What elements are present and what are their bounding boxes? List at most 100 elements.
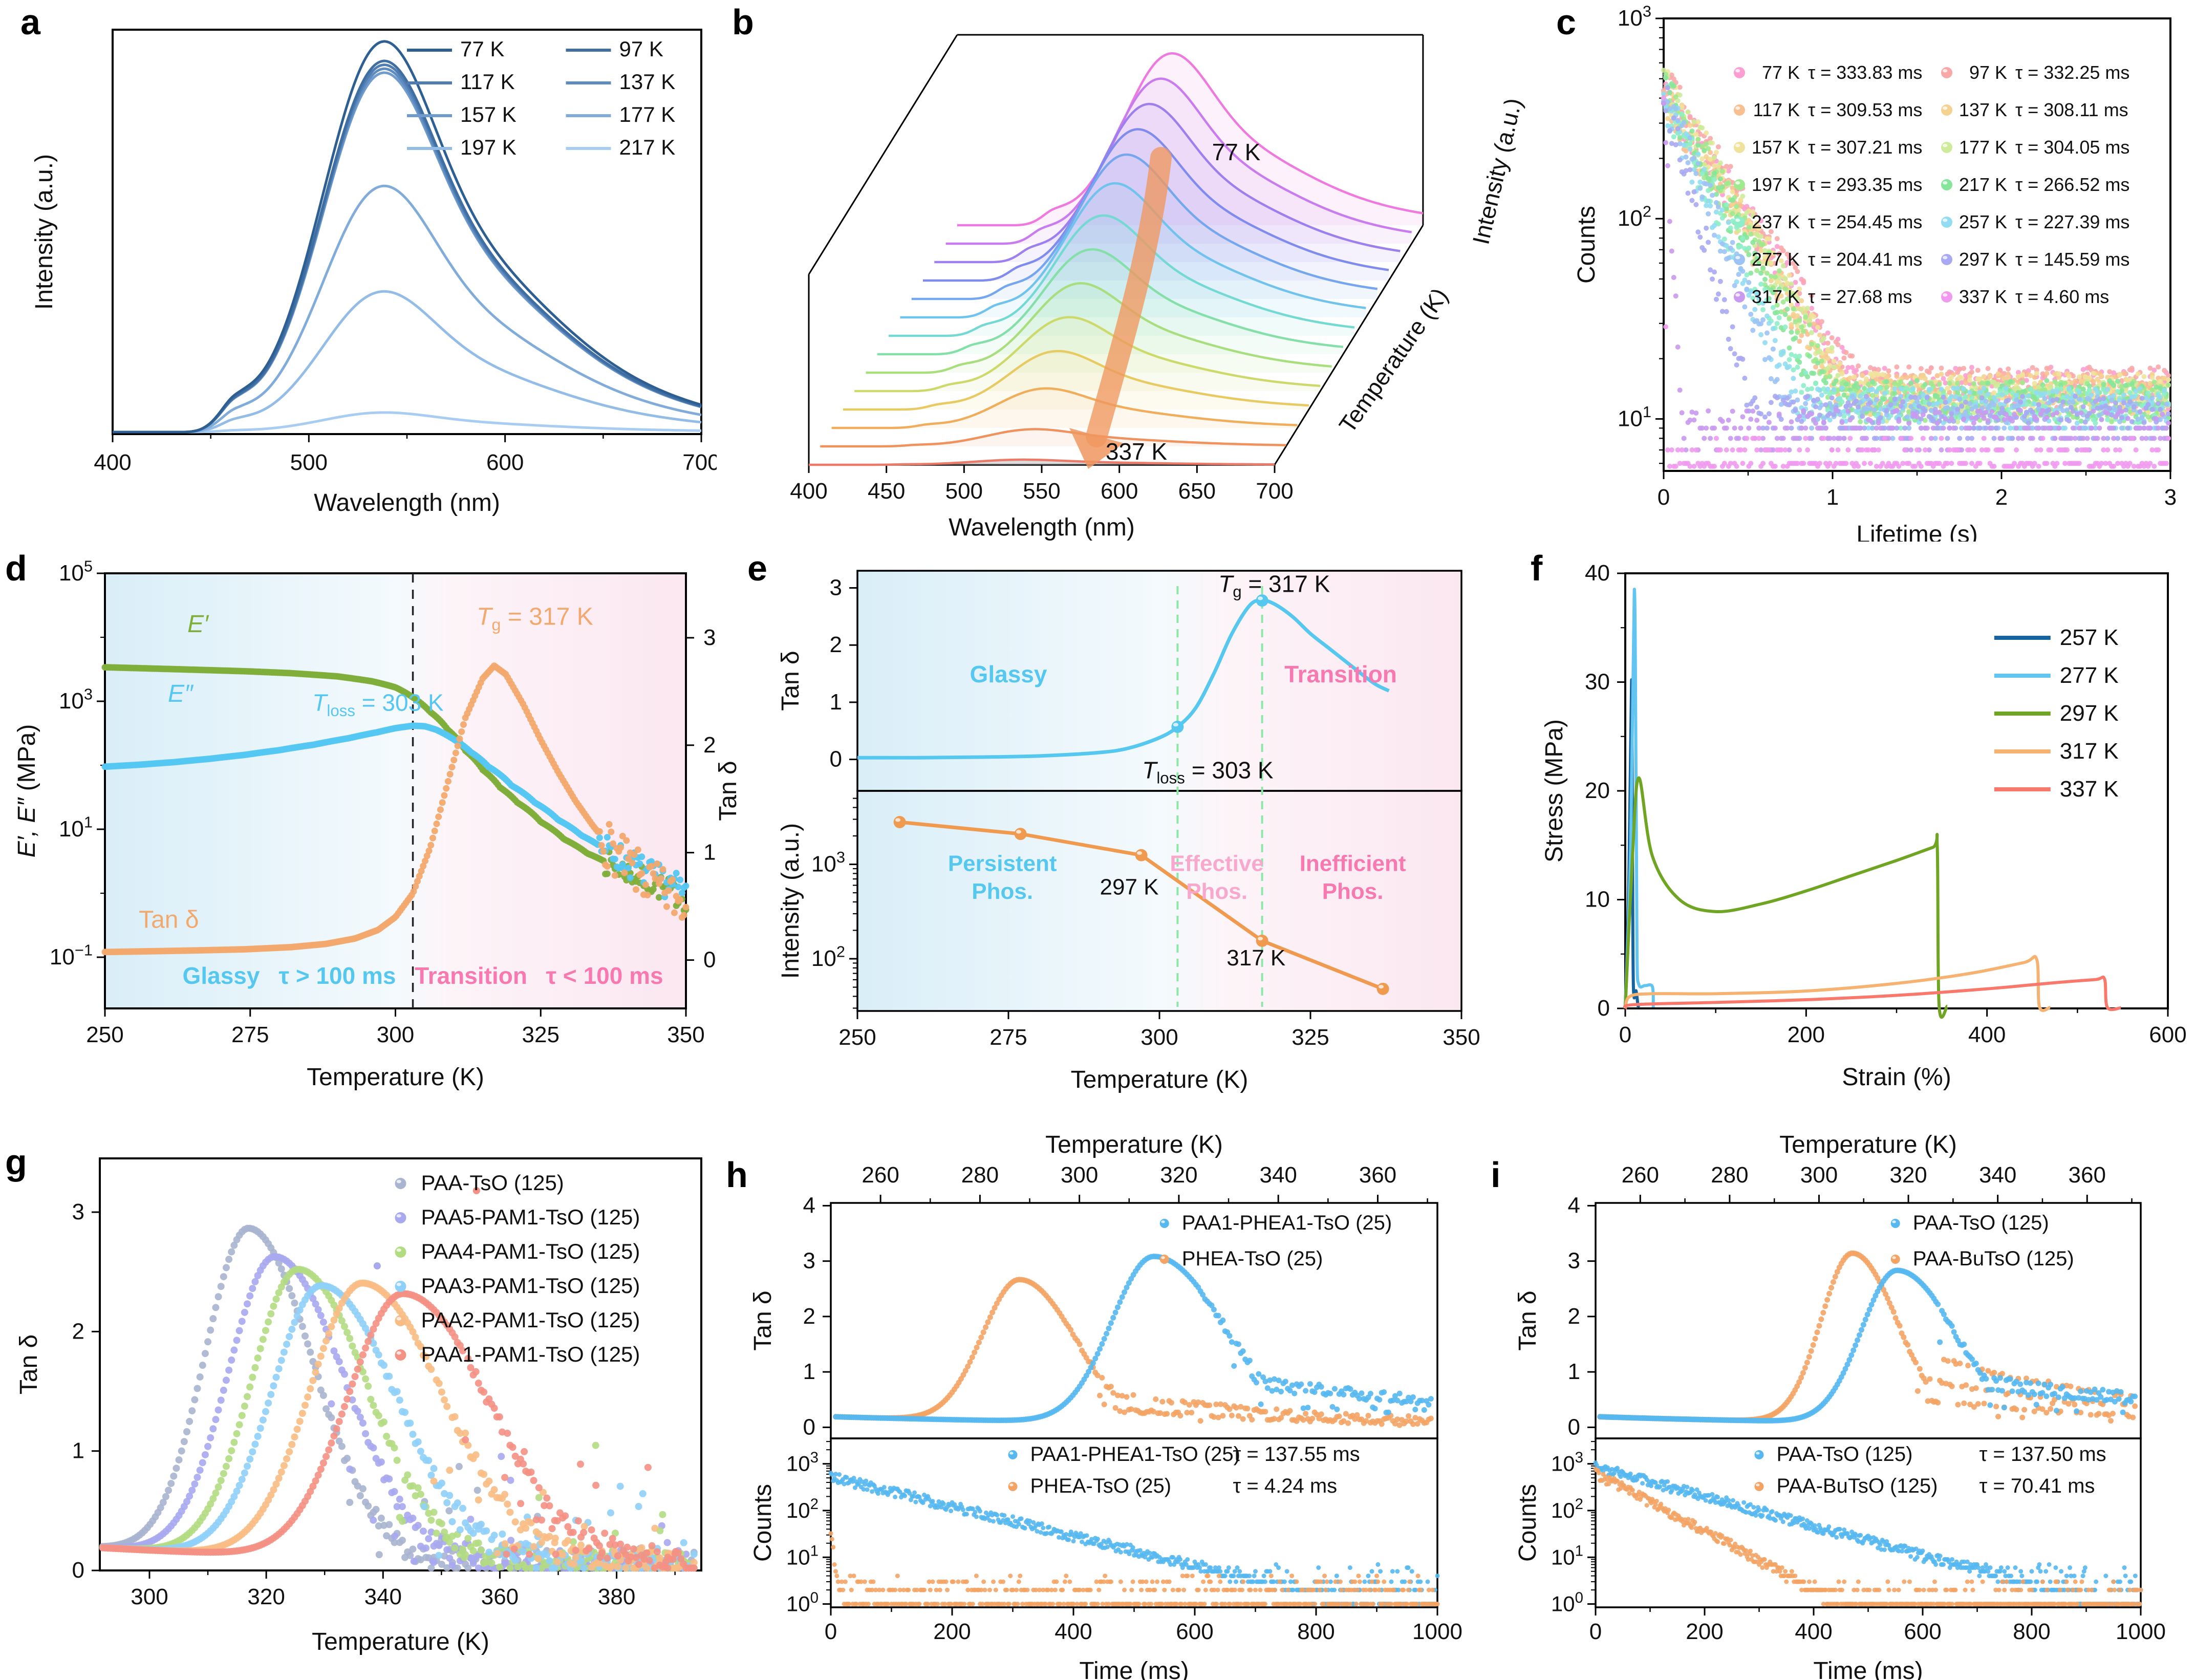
svg-text:Intensity (a.u.): Intensity (a.u.): [31, 154, 58, 310]
svg-text:3: 3: [830, 575, 842, 600]
svg-text:550: 550: [1023, 479, 1060, 504]
svg-text:257 K: 257 K: [2060, 625, 2119, 650]
panel-g-letter: g: [5, 1142, 27, 1182]
svg-text:320: 320: [247, 1584, 285, 1609]
svg-text:103: 103: [1618, 4, 1651, 31]
svg-text:300: 300: [377, 1022, 414, 1047]
svg-text:380: 380: [598, 1584, 635, 1609]
svg-text:E′: E′: [187, 611, 209, 638]
svg-text:102: 102: [1618, 203, 1651, 231]
svg-text:105: 105: [59, 557, 93, 586]
svg-text:Tan δ: Tan δ: [777, 651, 804, 710]
svg-text:337 K: 337 K: [2060, 777, 2119, 802]
panel-c: c Counts 0 1 2 3 Lifetime (s) 101 102 103 77 K τ =…: [1556, 4, 2193, 542]
svg-text:450: 450: [868, 479, 905, 504]
svg-text:Tg = 317 K: Tg = 317 K: [1218, 570, 1330, 600]
svg-text:300: 300: [131, 1584, 168, 1609]
svg-text:1: 1: [72, 1438, 84, 1463]
svg-text:350: 350: [1443, 1025, 1480, 1050]
svg-text:τ = 27.68 ms: τ = 27.68 ms: [1808, 286, 1912, 307]
svg-text:Phos.: Phos.: [972, 879, 1033, 904]
svg-text:Strain (%): Strain (%): [1842, 1064, 1951, 1091]
svg-text:297 K: 297 K: [2060, 701, 2119, 726]
svg-text:1: 1: [1826, 485, 1839, 510]
svg-text:Transition: Transition: [415, 962, 527, 989]
svg-text:2: 2: [703, 733, 716, 758]
svg-text:3: 3: [72, 1199, 84, 1224]
panel-a-letter: a: [20, 2, 40, 42]
svg-text:297 K: 297 K: [1959, 249, 2007, 270]
panel-i: i 260 280 300 320 340 360 Temperature (K) 0 1 2 3 4…: [1491, 1126, 2193, 1680]
svg-text:300: 300: [1140, 1025, 1178, 1050]
svg-text:Tg = 317 K: Tg = 317 K: [477, 604, 593, 634]
svg-text:500: 500: [290, 450, 328, 475]
svg-text:τ = 293.35 ms: τ = 293.35 ms: [1808, 174, 1922, 195]
svg-text:Tloss = 303 K: Tloss = 303 K: [312, 690, 444, 720]
svg-text:700: 700: [1256, 479, 1293, 504]
svg-text:275: 275: [231, 1022, 269, 1047]
svg-text:0: 0: [1658, 485, 1670, 510]
panel-h: h 260 280 300 320 340 360 Temperature (K) 0 1 2 3 4…: [726, 1126, 1490, 1680]
svg-text:10−1: 10−1: [50, 941, 93, 970]
svg-text:157 K: 157 K: [460, 102, 517, 126]
svg-text:297 K: 297 K: [1100, 874, 1159, 899]
panel-c-letter: c: [1556, 2, 1576, 42]
svg-text:600: 600: [2149, 1022, 2186, 1047]
svg-text:0: 0: [703, 947, 716, 973]
panel-h-letter: h: [726, 1155, 748, 1195]
svg-text:500: 500: [945, 479, 983, 504]
panel-e-letter: e: [747, 548, 767, 588]
svg-text:117 K: 117 K: [1753, 99, 1800, 120]
svg-text:337 K: 337 K: [1959, 286, 2007, 307]
panel-c-chart: Counts 0 1 2 3 Lifetime (s) 101 102 103 77 K τ = 3…: [1573, 4, 2177, 542]
svg-text:317 K: 317 K: [2060, 739, 2119, 764]
svg-text:E″: E″: [168, 680, 194, 707]
svg-text:317 K: 317 K: [1752, 286, 1800, 307]
svg-text:Effective: Effective: [1170, 851, 1263, 876]
svg-text:0: 0: [1619, 1022, 1631, 1047]
panel-e-chart: 250 275 300 325 350 Temperature (K) 0 1 2 3 102 103…: [777, 570, 1480, 1093]
svg-text:2: 2: [830, 632, 842, 657]
panel-f: f 0 200 400 600 0 10 20 30 40 Strain (%) Stress (M…: [1531, 550, 2193, 1124]
svg-text:τ = 332.25 ms: τ = 332.25 ms: [2015, 62, 2129, 83]
svg-text:Temperature (K): Temperature (K): [312, 1628, 489, 1655]
panel-e: e 250 275 300 325 350 Temperature (K) 0 1 2 3 102 1…: [747, 550, 1508, 1124]
panel-a: a Intensity (a.u.) 400 500 600 700 Wavelength…: [20, 4, 717, 542]
svg-text:τ = 304.05 ms: τ = 304.05 ms: [2015, 137, 2129, 158]
svg-text:30: 30: [1585, 670, 1610, 695]
svg-text:103: 103: [59, 685, 93, 714]
svg-text:317 K: 317 K: [1226, 945, 1285, 971]
svg-text:197 K: 197 K: [1752, 174, 1800, 195]
svg-text:2: 2: [72, 1319, 84, 1344]
svg-text:Tan δ: Tan δ: [139, 907, 199, 934]
svg-text:Wavelength (nm): Wavelength (nm): [949, 514, 1135, 541]
svg-text:97 K: 97 K: [1969, 62, 2007, 83]
svg-text:277 K: 277 K: [1752, 249, 1800, 270]
svg-text:177 K: 177 K: [1959, 137, 2007, 158]
panel-d-letter: d: [5, 548, 27, 588]
svg-text:3: 3: [703, 625, 716, 650]
svg-text:340: 340: [364, 1584, 402, 1609]
svg-text:E′, E″ (MPa): E′, E″ (MPa): [13, 724, 40, 858]
svg-text:217 K: 217 K: [1959, 174, 2007, 195]
svg-text:600: 600: [486, 450, 524, 475]
svg-text:250: 250: [86, 1022, 123, 1047]
svg-text:325: 325: [1292, 1025, 1329, 1050]
svg-text:20: 20: [1585, 778, 1610, 803]
svg-text:Transition: Transition: [1284, 661, 1397, 687]
svg-text:Glassy: Glassy: [970, 661, 1047, 687]
panel-b: b 400 450 500 550 600 650 700 Wavelength (nm) Te…: [732, 4, 1536, 542]
svg-text:Lifetime (s): Lifetime (s): [1856, 521, 1977, 542]
svg-text:101: 101: [1618, 403, 1651, 432]
svg-text:3: 3: [2164, 485, 2177, 510]
svg-text:77 K: 77 K: [1762, 62, 1800, 83]
svg-text:Inefficient: Inefficient: [1300, 851, 1406, 876]
svg-text:Glassy: Glassy: [183, 962, 260, 989]
svg-text:Temperature (K): Temperature (K): [307, 1064, 484, 1091]
svg-text:τ = 254.45 ms: τ = 254.45 ms: [1808, 211, 1922, 232]
svg-text:400: 400: [1968, 1022, 2006, 1047]
panel-i-letter: i: [1491, 1155, 1501, 1195]
